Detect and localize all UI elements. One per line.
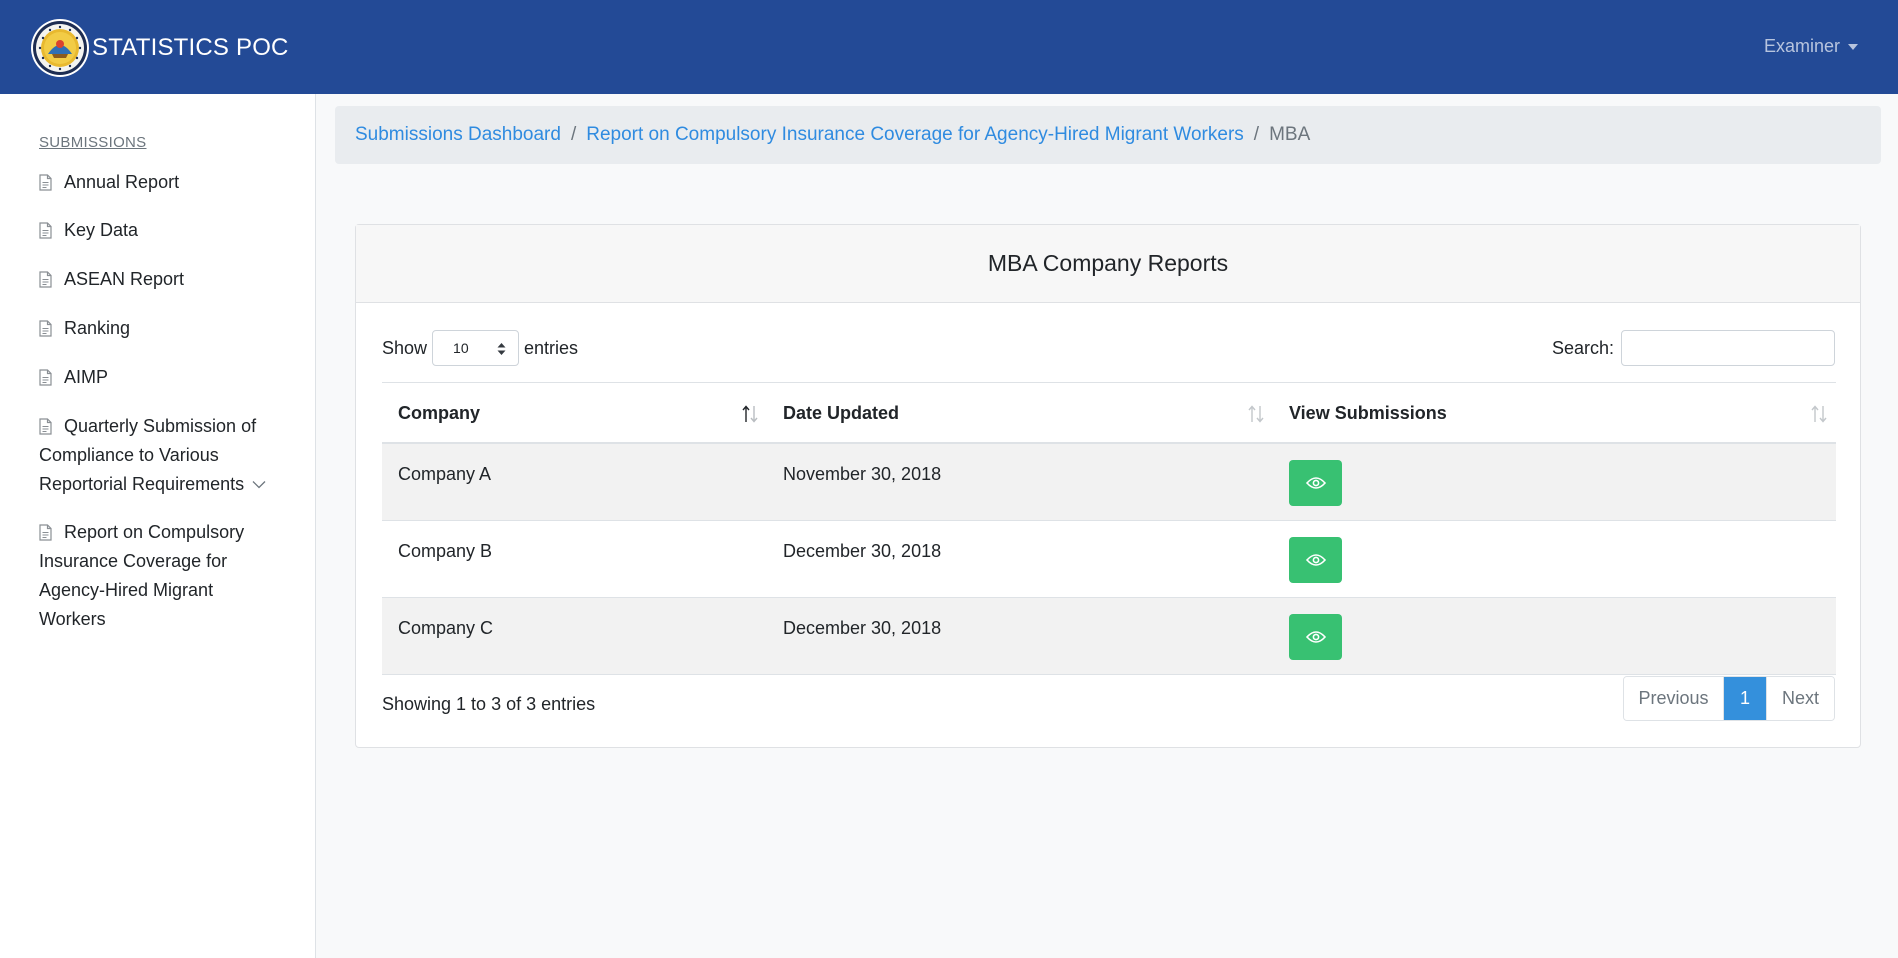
breadcrumb-submissions-dashboard[interactable]: Submissions Dashboard xyxy=(355,124,561,145)
pagination-next-button[interactable]: Next xyxy=(1766,677,1834,720)
cell-company: Company C xyxy=(398,618,494,638)
breadcrumb: Submissions Dashboard / Report on Compul… xyxy=(335,106,1881,164)
table-header: Company Date Updated View Submissions xyxy=(382,382,1836,444)
sort-icon xyxy=(1248,405,1264,423)
eye-icon xyxy=(1305,477,1326,489)
eye-icon xyxy=(1305,554,1326,566)
card-title: MBA Company Reports xyxy=(356,225,1860,303)
top-navbar: STATISTICS POC Examiner xyxy=(0,0,1898,94)
search-control: Search: xyxy=(1552,329,1835,367)
breadcrumb-separator: / xyxy=(1253,124,1260,145)
reports-card: MBA Company Reports Show 10 entries Sear… xyxy=(355,224,1861,748)
sidebar-item-label: ASEAN Report xyxy=(64,269,185,289)
sidebar-item-label: AIMP xyxy=(64,367,109,387)
pagination-page-1[interactable]: 1 xyxy=(1724,677,1766,720)
show-label: Show xyxy=(382,337,428,358)
document-icon xyxy=(39,369,52,386)
pagination: Previous 1 Next xyxy=(1623,676,1835,721)
sidebar-item-label: Ranking xyxy=(64,318,131,338)
cell-date-updated: November 30, 2018 xyxy=(783,464,942,484)
sidebar-item-key-data[interactable]: Key Data xyxy=(39,216,279,245)
sidebar-item-label: Report on Compulsory Insurance Coverage … xyxy=(39,522,245,629)
sidebar-item-quarterly-submission[interactable]: Quarterly Submission of Compliance to Va… xyxy=(39,412,279,499)
column-header-label: Company xyxy=(398,402,481,423)
document-icon xyxy=(39,271,52,288)
reports-table: Company Date Updated View Submissions Co… xyxy=(382,382,1836,675)
sort-icon xyxy=(1811,405,1827,423)
search-label: Search: xyxy=(1551,337,1614,358)
pagination-previous-button[interactable]: Previous xyxy=(1624,677,1724,720)
sidebar-item-ranking[interactable]: Ranking xyxy=(39,314,279,343)
sidebar-item-label: Quarterly Submission of Compliance to Va… xyxy=(39,416,257,494)
column-header-label: Date Updated xyxy=(783,402,900,423)
seal-logo-icon xyxy=(31,19,89,77)
sidebar-item-compulsory-insurance-report[interactable]: Report on Compulsory Insurance Coverage … xyxy=(39,518,279,634)
entries-label: entries xyxy=(524,337,579,358)
sort-ascending-icon xyxy=(742,405,758,423)
sidebar-item-asean-report[interactable]: ASEAN Report xyxy=(39,265,279,294)
chevron-down-icon[interactable] xyxy=(252,480,266,489)
cell-company: Company A xyxy=(398,464,492,484)
breadcrumb-compulsory-insurance-report[interactable]: Report on Compulsory Insurance Coverage … xyxy=(586,124,1244,145)
cell-date-updated: December 30, 2018 xyxy=(783,541,942,561)
view-submissions-button[interactable] xyxy=(1289,537,1342,583)
sidebar-item-label: Annual Report xyxy=(64,172,180,192)
document-icon xyxy=(39,222,52,239)
document-icon xyxy=(39,524,52,541)
document-icon xyxy=(39,418,52,435)
cell-company: Company B xyxy=(398,541,493,561)
table-row: Company B December 30, 2018 xyxy=(382,521,1836,598)
user-name: Examiner xyxy=(1763,36,1840,56)
eye-icon xyxy=(1305,631,1326,643)
column-header-company[interactable]: Company xyxy=(382,383,767,443)
select-arrows-icon xyxy=(497,343,506,355)
breadcrumb-current: MBA xyxy=(1269,124,1311,145)
view-submissions-button[interactable] xyxy=(1289,460,1342,506)
search-input[interactable] xyxy=(1621,330,1835,366)
table-row: Company A November 30, 2018 xyxy=(382,444,1836,521)
document-icon xyxy=(39,320,52,337)
sidebar-heading: SUBMISSIONS xyxy=(39,134,147,151)
entries-select-value: 10 xyxy=(453,340,469,356)
entries-length-control: Show 10 entries xyxy=(382,329,578,367)
sidebar-item-annual-report[interactable]: Annual Report xyxy=(39,168,279,197)
caret-down-icon xyxy=(1848,43,1858,50)
view-submissions-button[interactable] xyxy=(1289,614,1342,660)
brand-title: STATISTICS POC xyxy=(92,34,289,61)
sidebar-item-aimp[interactable]: AIMP xyxy=(39,363,279,392)
user-dropdown[interactable]: Examiner xyxy=(1764,36,1858,57)
sidebar-item-label: Key Data xyxy=(64,220,139,240)
brand[interactable]: STATISTICS POC xyxy=(30,18,289,78)
entries-select[interactable]: 10 xyxy=(432,330,520,366)
table-info: Showing 1 to 3 of 3 entries xyxy=(382,694,596,714)
table-row: Company C December 30, 2018 xyxy=(382,598,1836,675)
column-header-label: View Submissions xyxy=(1289,402,1447,423)
cell-date-updated: December 30, 2018 xyxy=(783,618,942,638)
sidebar: SUBMISSIONS Annual Report Key Data ASEAN… xyxy=(0,94,316,958)
column-header-date-updated[interactable]: Date Updated xyxy=(767,383,1273,443)
document-icon xyxy=(39,174,52,191)
column-header-view-submissions[interactable]: View Submissions xyxy=(1273,383,1836,443)
breadcrumb-separator: / xyxy=(570,124,577,145)
